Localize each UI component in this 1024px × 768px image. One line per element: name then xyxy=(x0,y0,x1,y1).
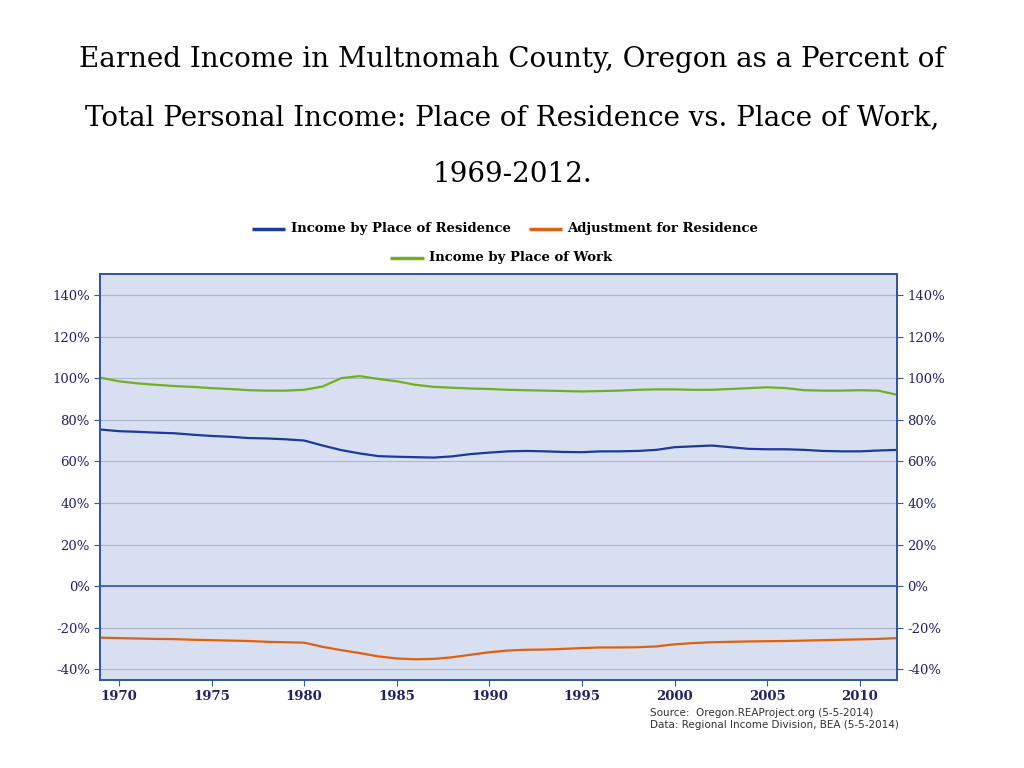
Text: Total Personal Income: Place of Residence vs. Place of Work,: Total Personal Income: Place of Residenc… xyxy=(85,104,939,131)
Text: Earned Income in Multnomah County, Oregon as a Percent of: Earned Income in Multnomah County, Orego… xyxy=(79,46,945,73)
Text: 1969-2012.: 1969-2012. xyxy=(432,161,592,188)
Text: Adjustment for Residence: Adjustment for Residence xyxy=(567,223,758,235)
Text: Income by Place of Work: Income by Place of Work xyxy=(429,251,612,264)
Text: Source:  Oregon.REAProject.org (5-5-2014)
Data: Regional Income Division, BEA (5: Source: Oregon.REAProject.org (5-5-2014)… xyxy=(650,708,899,730)
Text: Income by Place of Residence: Income by Place of Residence xyxy=(291,223,511,235)
